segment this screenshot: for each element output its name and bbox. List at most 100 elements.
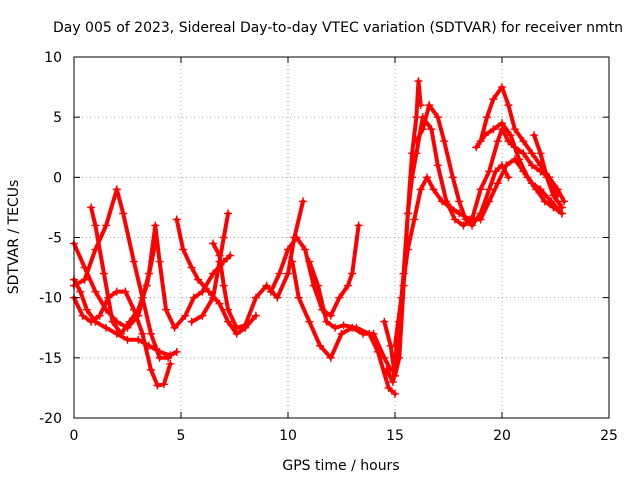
series-sat-l bbox=[380, 77, 425, 380]
x-tick-label: 10 bbox=[279, 428, 297, 444]
data-point bbox=[162, 305, 171, 314]
data-point bbox=[380, 317, 389, 326]
data-point bbox=[560, 197, 569, 206]
data-point bbox=[226, 251, 235, 260]
x-tick-label: 25 bbox=[600, 428, 618, 444]
data-point bbox=[153, 381, 162, 390]
data-point bbox=[455, 197, 464, 206]
data-point bbox=[519, 137, 528, 146]
data-point bbox=[187, 263, 196, 272]
data-point bbox=[397, 293, 406, 302]
data-point bbox=[476, 209, 485, 218]
data-point bbox=[262, 281, 271, 290]
data-point bbox=[129, 257, 138, 266]
data-point bbox=[80, 263, 89, 272]
data-point bbox=[438, 197, 447, 206]
data-point bbox=[446, 203, 455, 212]
data-point bbox=[337, 329, 346, 338]
data-point bbox=[461, 215, 470, 224]
chart-title: Day 005 of 2023, Sidereal Day-to-day VTE… bbox=[53, 20, 623, 36]
data-point bbox=[159, 380, 168, 389]
data-point bbox=[313, 281, 322, 290]
data-point bbox=[491, 167, 500, 176]
data-point bbox=[412, 137, 421, 146]
data-point bbox=[241, 321, 250, 330]
y-tick-label: 10 bbox=[44, 50, 62, 66]
data-point bbox=[108, 317, 117, 326]
data-point bbox=[412, 149, 421, 158]
data-point bbox=[527, 161, 536, 170]
series-trace bbox=[268, 223, 361, 318]
data-point bbox=[348, 269, 357, 278]
data-point bbox=[288, 257, 297, 266]
data-point bbox=[298, 197, 307, 206]
data-point bbox=[326, 311, 335, 320]
data-point bbox=[391, 341, 399, 350]
data-point bbox=[95, 311, 104, 320]
data-point bbox=[209, 239, 218, 248]
data-point bbox=[339, 321, 348, 330]
data-point bbox=[408, 173, 417, 182]
data-point bbox=[335, 293, 344, 302]
data-point bbox=[151, 221, 160, 230]
data-point bbox=[189, 293, 198, 302]
data-point bbox=[515, 155, 524, 164]
data-point bbox=[102, 221, 111, 230]
data-point bbox=[82, 305, 91, 314]
data-point bbox=[78, 311, 87, 320]
y-tick-label: -10 bbox=[39, 291, 62, 307]
data-point bbox=[540, 197, 549, 206]
data-point bbox=[172, 215, 181, 224]
series-sat-q bbox=[472, 119, 566, 218]
data-point bbox=[142, 281, 151, 290]
series-trace bbox=[307, 259, 397, 396]
data-point bbox=[294, 293, 303, 302]
data-point bbox=[322, 317, 331, 326]
data-point bbox=[123, 335, 132, 344]
series-sat-o bbox=[412, 101, 513, 230]
x-tick-label: 20 bbox=[493, 428, 511, 444]
data-point bbox=[433, 113, 442, 122]
data-point bbox=[147, 365, 156, 374]
data-point bbox=[403, 245, 412, 254]
data-point bbox=[121, 287, 130, 296]
data-point bbox=[125, 317, 134, 326]
data-point bbox=[155, 257, 164, 266]
data-point bbox=[305, 317, 314, 326]
data-point bbox=[459, 221, 468, 230]
data-point bbox=[476, 185, 485, 194]
data-point bbox=[519, 149, 528, 158]
data-point bbox=[427, 125, 436, 134]
data-point bbox=[80, 275, 89, 284]
data-point bbox=[147, 329, 156, 338]
data-point bbox=[224, 209, 233, 218]
series-sat-n bbox=[391, 155, 566, 350]
data-point bbox=[181, 311, 190, 320]
data-point bbox=[418, 125, 427, 134]
data-point bbox=[384, 383, 393, 392]
y-tick-label: 5 bbox=[53, 110, 62, 126]
data-point bbox=[209, 293, 218, 302]
data-point bbox=[251, 311, 260, 320]
data-point bbox=[549, 191, 558, 200]
data-point bbox=[489, 95, 498, 104]
data-point bbox=[506, 131, 515, 140]
data-point bbox=[365, 329, 374, 338]
data-point bbox=[284, 269, 292, 278]
data-point bbox=[292, 233, 301, 242]
y-tick-label: 0 bbox=[53, 170, 62, 186]
data-point bbox=[87, 317, 96, 326]
data-point bbox=[112, 185, 121, 194]
data-point bbox=[468, 221, 477, 230]
data-point bbox=[275, 269, 284, 278]
data-point bbox=[416, 101, 425, 110]
data-point bbox=[523, 173, 532, 182]
data-point bbox=[373, 347, 382, 356]
data-point bbox=[527, 149, 536, 158]
series-trace bbox=[189, 211, 231, 324]
series-sat-i bbox=[266, 221, 363, 320]
data-point bbox=[172, 347, 181, 356]
data-point bbox=[542, 173, 551, 182]
series-sat-r bbox=[530, 131, 566, 212]
data-point bbox=[416, 185, 425, 194]
